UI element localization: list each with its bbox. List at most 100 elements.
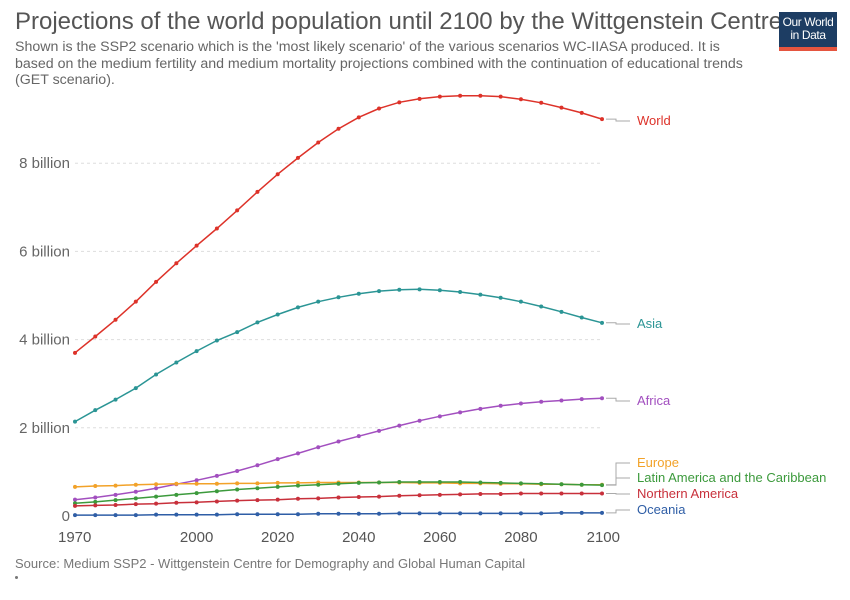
series-label-europe[interactable]: Europe — [637, 455, 679, 470]
series-label-africa[interactable]: Africa — [637, 393, 671, 408]
y-tick-label: 4 billion — [19, 332, 70, 349]
data-point-africa — [93, 495, 98, 500]
y-tick-label: 6 billion — [19, 243, 70, 260]
data-point-africa — [295, 451, 300, 456]
data-point-world — [417, 96, 422, 101]
data-point-oceania — [579, 510, 584, 515]
x-tick-label: 1970 — [58, 529, 91, 546]
data-point-oceania — [397, 511, 402, 516]
data-point-latam — [194, 491, 199, 496]
data-point-world — [174, 261, 179, 266]
data-point-oceania — [336, 511, 341, 516]
series-oceania — [73, 510, 604, 518]
data-point-oceania — [356, 511, 361, 516]
series-line-world[interactable] — [74, 94, 603, 354]
data-point-africa — [73, 497, 77, 502]
data-point-world — [498, 94, 503, 99]
series-label-namerica[interactable]: Northern America — [637, 486, 739, 501]
label-connector — [606, 477, 630, 486]
data-point-asia — [113, 397, 118, 402]
data-point-europe — [154, 482, 159, 487]
data-point-asia — [417, 287, 422, 292]
data-point-world — [539, 100, 544, 105]
x-tick-label: 2100 — [587, 529, 620, 546]
x-tick-label: 2040 — [342, 529, 375, 546]
data-point-world — [194, 243, 199, 248]
data-point-africa — [336, 439, 341, 444]
data-point-world — [458, 93, 463, 98]
data-point-latam — [214, 489, 219, 494]
data-point-latam — [417, 480, 422, 485]
data-point-latam — [579, 482, 584, 487]
data-point-oceania — [478, 511, 483, 516]
data-point-namerica — [174, 500, 179, 505]
data-point-namerica — [539, 491, 544, 496]
series-latam — [73, 480, 604, 506]
data-point-asia — [539, 304, 544, 309]
data-point-africa — [214, 473, 219, 478]
data-point-world — [113, 317, 118, 322]
data-point-asia — [194, 349, 199, 354]
data-point-namerica — [93, 503, 98, 508]
data-point-africa — [154, 486, 159, 491]
footnote-dot — [15, 576, 18, 579]
data-point-asia — [255, 320, 260, 325]
data-point-namerica — [214, 499, 219, 504]
data-point-oceania — [600, 510, 604, 515]
data-point-africa — [235, 469, 240, 474]
series-asia — [73, 287, 604, 424]
gridlines — [75, 162, 602, 429]
data-point-asia — [73, 419, 77, 424]
series-label-oceania[interactable]: Oceania — [637, 502, 686, 517]
data-point-latam — [498, 480, 503, 485]
data-point-world — [214, 226, 219, 231]
x-tick-label: 2000 — [180, 529, 213, 546]
data-point-asia — [437, 288, 442, 293]
data-point-oceania — [539, 511, 544, 516]
data-point-latam — [458, 480, 463, 485]
data-point-europe — [194, 481, 199, 486]
data-point-namerica — [397, 493, 402, 498]
data-point-oceania — [437, 511, 442, 516]
data-point-africa — [478, 406, 483, 411]
data-point-asia — [336, 295, 341, 300]
data-point-namerica — [154, 501, 159, 506]
series-namerica — [73, 491, 604, 508]
data-point-africa — [356, 434, 361, 439]
data-point-africa — [437, 414, 442, 419]
label-connector — [606, 509, 630, 514]
data-point-africa — [539, 399, 544, 404]
owid-logo[interactable]: Our World in Data — [779, 12, 837, 50]
data-point-oceania — [458, 511, 463, 516]
data-point-world — [255, 189, 260, 194]
data-point-world — [235, 208, 240, 213]
data-point-africa — [579, 397, 584, 402]
data-point-asia — [356, 291, 361, 296]
data-point-africa — [133, 489, 138, 494]
data-point-europe — [235, 481, 240, 486]
series-label-world[interactable]: World — [637, 113, 671, 128]
series-world — [73, 93, 604, 355]
data-point-latam — [478, 480, 483, 485]
data-point-namerica — [559, 491, 564, 496]
series-line-asia[interactable] — [74, 288, 603, 423]
data-point-africa — [113, 492, 118, 497]
data-point-asia — [214, 338, 219, 343]
data-point-africa — [377, 428, 382, 433]
data-point-latam — [559, 482, 564, 487]
data-point-world — [133, 299, 138, 304]
series-africa — [73, 396, 604, 502]
series-line-namerica[interactable] — [74, 492, 602, 507]
series-label-asia[interactable]: Asia — [637, 316, 663, 331]
data-point-latam — [275, 484, 280, 489]
data-point-world — [478, 93, 483, 98]
data-point-namerica — [113, 502, 118, 507]
series-label-latam[interactable]: Latin America and the Caribbean — [637, 470, 826, 485]
x-tick-label: 2020 — [261, 529, 294, 546]
logo-line-2: in Data — [790, 28, 826, 42]
data-point-latam — [133, 496, 138, 501]
data-point-asia — [275, 312, 280, 317]
data-point-asia — [397, 287, 402, 292]
data-point-world — [275, 172, 280, 177]
label-connector — [606, 462, 630, 486]
